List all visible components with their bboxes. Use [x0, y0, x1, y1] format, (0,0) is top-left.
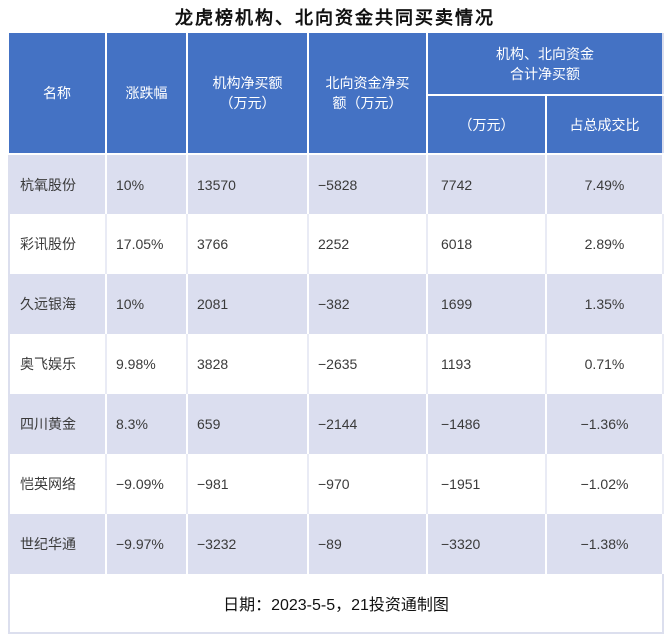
cell-north-net-buy: −5828	[308, 154, 428, 214]
cell-change-pct: 17.05%	[106, 214, 188, 274]
cell-combined-pct: −1.02%	[546, 454, 664, 514]
col-header-combined-amount: （万元）	[427, 95, 547, 155]
cell-combined-pct: 1.35%	[546, 274, 664, 334]
data-table: 名称 涨跌幅 机构净买额 （万元） 北向资金净买 额（万元） 机构、北向资金 合…	[8, 33, 664, 634]
cell-stock-name: 世纪华通	[8, 514, 107, 574]
cell-combined-net-buy: −1486	[427, 394, 547, 454]
cell-inst-net-buy: 3828	[187, 334, 309, 394]
cell-inst-net-buy: −981	[187, 454, 309, 514]
table-row: 久远银海 10% 2081 −382 1699 1.35%	[8, 274, 664, 334]
cell-change-pct: 9.98%	[106, 334, 188, 394]
cell-stock-name: 四川黄金	[8, 394, 107, 454]
cell-change-pct: 8.3%	[106, 394, 188, 454]
cell-combined-net-buy: −1951	[427, 454, 547, 514]
cell-north-net-buy: −970	[308, 454, 428, 514]
cell-combined-net-buy: 7742	[427, 154, 547, 214]
cell-combined-net-buy: 6018	[427, 214, 547, 274]
footer-note: 日期：2023-5-5，21投资通制图	[8, 574, 664, 634]
cell-north-net-buy: −2144	[308, 394, 428, 454]
col-header-change: 涨跌幅	[106, 33, 188, 155]
cell-stock-name: 杭氧股份	[8, 154, 107, 214]
cell-combined-pct: −1.38%	[546, 514, 664, 574]
table-row: 四川黄金 8.3% 659 −2144 −1486 −1.36%	[8, 394, 664, 454]
table-row: 恺英网络 −9.09% −981 −970 −1951 −1.02%	[8, 454, 664, 514]
cell-inst-net-buy: 659	[187, 394, 309, 454]
table-footer: 日期：2023-5-5，21投资通制图	[8, 574, 664, 634]
cell-combined-pct: 2.89%	[546, 214, 664, 274]
cell-change-pct: −9.09%	[106, 454, 188, 514]
cell-change-pct: −9.97%	[106, 514, 188, 574]
page-title: 龙虎榜机构、北向资金共同买卖情况	[175, 7, 495, 28]
cell-north-net-buy: −382	[308, 274, 428, 334]
cell-change-pct: 10%	[106, 274, 188, 334]
table-row: 杭氧股份 10% 13570 −5828 7742 7.49%	[8, 154, 664, 214]
cell-inst-net-buy: 3766	[187, 214, 309, 274]
cell-inst-net-buy: 13570	[187, 154, 309, 214]
table-row: 奥飞娱乐 9.98% 3828 −2635 1193 0.71%	[8, 334, 664, 394]
cell-change-pct: 10%	[106, 154, 188, 214]
cell-combined-net-buy: 1699	[427, 274, 547, 334]
cell-north-net-buy: −2635	[308, 334, 428, 394]
cell-stock-name: 彩讯股份	[8, 214, 107, 274]
cell-stock-name: 奥飞娱乐	[8, 334, 107, 394]
col-header-inst-net-buy: 机构净买额 （万元）	[187, 33, 309, 155]
cell-inst-net-buy: −3232	[187, 514, 309, 574]
table-row: 彩讯股份 17.05% 3766 2252 6018 2.89%	[8, 214, 664, 274]
table-header: 名称 涨跌幅 机构净买额 （万元） 北向资金净买 额（万元） 机构、北向资金 合…	[9, 33, 664, 155]
cell-north-net-buy: 2252	[308, 214, 428, 274]
cell-north-net-buy: −89	[308, 514, 428, 574]
cell-combined-net-buy: −3320	[427, 514, 547, 574]
col-header-combined-group: 机构、北向资金 合计净买额	[427, 33, 664, 96]
cell-combined-pct: 0.71%	[546, 334, 664, 394]
cell-inst-net-buy: 2081	[187, 274, 309, 334]
cell-combined-net-buy: 1193	[427, 334, 547, 394]
cell-combined-pct: −1.36%	[546, 394, 664, 454]
table-row: 世纪华通 −9.97% −3232 −89 −3320 −1.38%	[8, 514, 664, 574]
cell-stock-name: 久远银海	[8, 274, 107, 334]
table-body: 杭氧股份 10% 13570 −5828 7742 7.49% 彩讯股份 17.…	[8, 154, 664, 574]
col-header-north-net-buy: 北向资金净买 额（万元）	[308, 33, 428, 155]
cell-stock-name: 恺英网络	[8, 454, 107, 514]
cell-combined-pct: 7.49%	[546, 154, 664, 214]
col-header-combined-pct: 占总成交比	[546, 95, 664, 155]
col-header-name: 名称	[9, 33, 107, 155]
